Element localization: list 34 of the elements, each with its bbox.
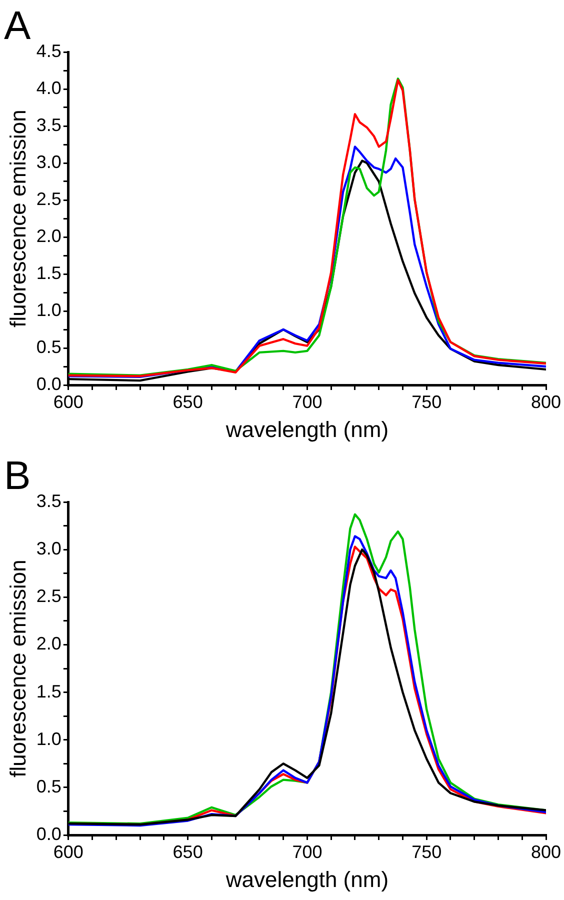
y-tick-label: 4.5 <box>36 40 62 61</box>
y-tick-label: 4.0 <box>36 78 62 98</box>
x-tick-label: 750 <box>412 392 442 412</box>
y-tick-label: 2.0 <box>36 634 62 654</box>
x-axis-title: wavelength (nm) <box>224 416 389 442</box>
x-tick-label: 750 <box>412 842 442 862</box>
y-tick-label: 0.0 <box>36 824 62 844</box>
y-tick-label: 1.5 <box>36 681 62 702</box>
y-tick-label: 1.0 <box>36 728 62 749</box>
x-tick-label: 600 <box>53 842 84 862</box>
y-tick-label: 2.0 <box>36 226 62 246</box>
chart-title: A <box>4 4 31 48</box>
y-tick-label: 0.5 <box>36 336 62 357</box>
x-tick-label: 700 <box>292 842 322 862</box>
y-axis-title: fluorescence emission <box>5 110 30 328</box>
y-tick-label: 1.0 <box>36 300 62 320</box>
x-axis-title: wavelength (nm) <box>224 866 389 892</box>
y-tick-label: 2.5 <box>36 188 62 209</box>
x-tick-label: 650 <box>172 392 203 412</box>
x-tick-label: 800 <box>530 842 562 862</box>
x-tick-label: 800 <box>530 392 562 412</box>
y-tick-label: 0.5 <box>36 776 62 796</box>
y-tick-label: 3.0 <box>36 152 62 172</box>
y-axis-title: fluorescence emission <box>5 560 30 778</box>
y-tick-label: 3.5 <box>36 114 62 135</box>
x-tick-label: 700 <box>292 392 322 412</box>
y-tick-label: 2.5 <box>36 586 62 606</box>
x-tick-label: 650 <box>172 842 203 862</box>
y-tick-label: 3.5 <box>36 490 62 511</box>
y-tick-label: 3.0 <box>36 538 62 559</box>
x-tick-label: 600 <box>53 392 84 412</box>
y-tick-label: 1.5 <box>36 262 62 283</box>
y-tick-label: 0.0 <box>36 374 62 394</box>
chart-title: B <box>4 454 31 498</box>
